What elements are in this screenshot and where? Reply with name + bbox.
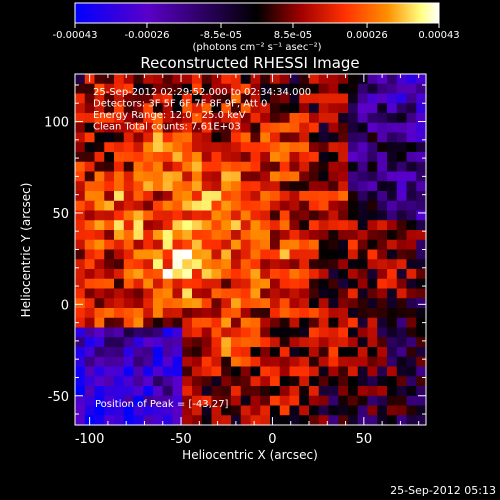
colorbar-ticks: -0.00043 -0.00026 -8.5e-05 8.5e-05 0.00026 0.… (53, 23, 460, 41)
footer-timestamp: 25-Sep-2012 05:13 (390, 484, 496, 497)
plot-title: Reconstructed RHESSI Image (140, 54, 359, 72)
x-axis: -100 -50 0 50 (75, 74, 420, 447)
colorbar-unit-label: (photons cm⁻² s⁻¹ asec⁻²) (192, 42, 321, 53)
colorbar-tick-label: -0.00043 (53, 30, 98, 41)
peak-position-text: Position of Peak = [-43,27] (95, 399, 229, 410)
colorbar: -0.00043 -0.00026 -8.5e-05 8.5e-05 0.00026 0.… (53, 2, 460, 53)
colorbar-tick-label: 0.00026 (346, 30, 387, 41)
colorbar-tick-label: -8.5e-05 (200, 30, 242, 41)
info-line: Clean Total counts: 7.61E+03 (93, 122, 241, 133)
info-line: 25-Sep-2012 02:29:52.000 to 02:34:34.000 (93, 87, 311, 98)
x-tick-label: 0 (268, 432, 276, 447)
y-tick-label: -50 (48, 390, 69, 405)
x-axis-label: Heliocentric X (arcsec) (182, 448, 318, 462)
colorbar-tick-label: 0.00043 (418, 30, 459, 41)
x-tick-label: 50 (356, 432, 373, 447)
y-tick-label: 0 (61, 298, 69, 313)
colorbar-tick-label: -0.00026 (124, 30, 169, 41)
x-tick-label: -50 (170, 432, 191, 447)
y-tick-label: 50 (52, 207, 69, 222)
y-axis: -50 0 50 100 (44, 84, 426, 415)
y-tick-label: 100 (44, 116, 69, 131)
y-axis-label: Heliocentric Y (arcsec) (19, 183, 33, 318)
colorbar-gradient (74, 2, 440, 24)
observation-info: 25-Sep-2012 02:29:52.000 to 02:34:34.000… (93, 87, 311, 133)
heatmap-image (75, 74, 427, 426)
info-line: Detectors: 3F 5F 6F 7F 8F 9F, Att 0 (93, 99, 267, 110)
colorbar-tick-label: 8.5e-05 (274, 30, 312, 41)
info-line: Energy Range: 12.0 - 25.0 keV (93, 110, 246, 121)
x-tick-label: -100 (75, 432, 105, 447)
